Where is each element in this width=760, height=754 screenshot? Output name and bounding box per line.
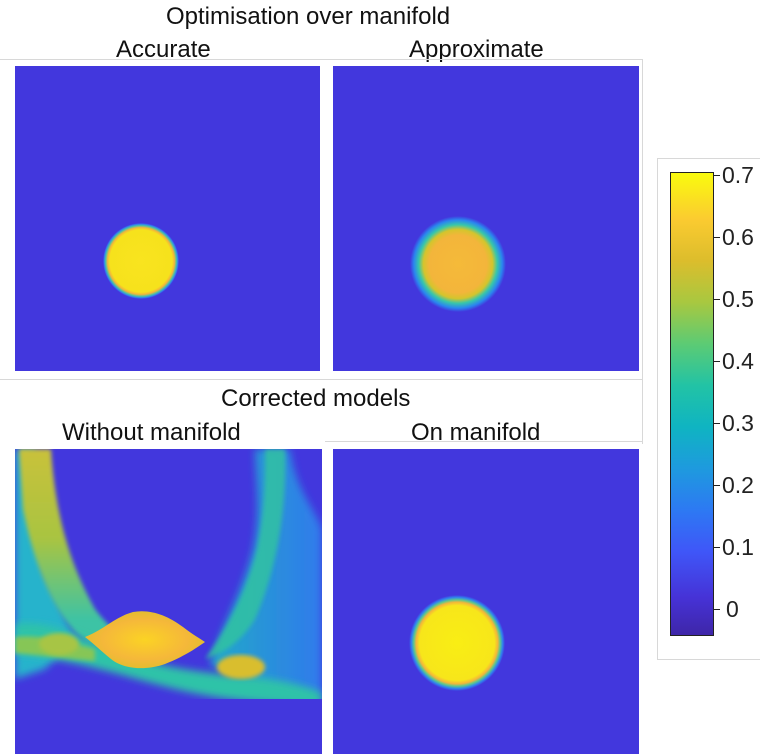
bottom-right-divider — [325, 441, 642, 442]
colorbar — [670, 172, 714, 636]
panel-title-on-manifold: On manifold — [411, 419, 541, 446]
inclusion-on-manifold — [409, 595, 505, 691]
colorbar-label-0: 0 — [726, 596, 739, 622]
inclusion-approximate — [410, 216, 506, 312]
panel-title-accurate: Accurate — [116, 36, 211, 63]
colorbar-label-0.6: 0.6 — [722, 224, 754, 250]
colorbar-tick — [713, 609, 720, 610]
middle-divider — [0, 379, 642, 380]
colorbar-tick — [713, 485, 720, 486]
colorbar-tick — [713, 423, 720, 424]
colorbar-tick — [713, 175, 720, 176]
colorbar-label-0.7: 0.7 — [722, 162, 754, 188]
on-manifold-reconstruction — [409, 595, 505, 691]
top-section-title: Optimisation over manifold — [166, 3, 451, 30]
image-without-manifold — [15, 449, 322, 754]
colorbar-label-0.5: 0.5 — [722, 286, 754, 312]
colorbar-label-0.4: 0.4 — [722, 348, 754, 374]
colorbar-label-0.1: 0.1 — [722, 534, 754, 560]
colorbar-tick — [713, 299, 720, 300]
colorbar-label-0.2: 0.2 — [722, 472, 754, 498]
colorbar-tick — [713, 361, 720, 362]
bottom-section-title: Corrected models — [221, 385, 411, 412]
panel-title-without-manifold: Without manifold — [62, 419, 241, 446]
right-divider — [642, 59, 643, 444]
inclusion-accurate — [103, 223, 179, 299]
top-divider — [0, 59, 642, 60]
image-approximate — [333, 66, 639, 371]
colorbar-tick — [713, 237, 720, 238]
colorbar-label-0.3: 0.3 — [722, 410, 754, 436]
colorbar-tick — [713, 547, 720, 548]
image-on-manifold — [333, 449, 639, 754]
panel-title-approximate: Approximate — [409, 36, 544, 63]
image-accurate — [15, 66, 320, 371]
without-manifold-reconstruction — [15, 449, 322, 754]
accurate-reconstruction — [103, 223, 179, 299]
approximate-reconstruction — [410, 216, 506, 312]
